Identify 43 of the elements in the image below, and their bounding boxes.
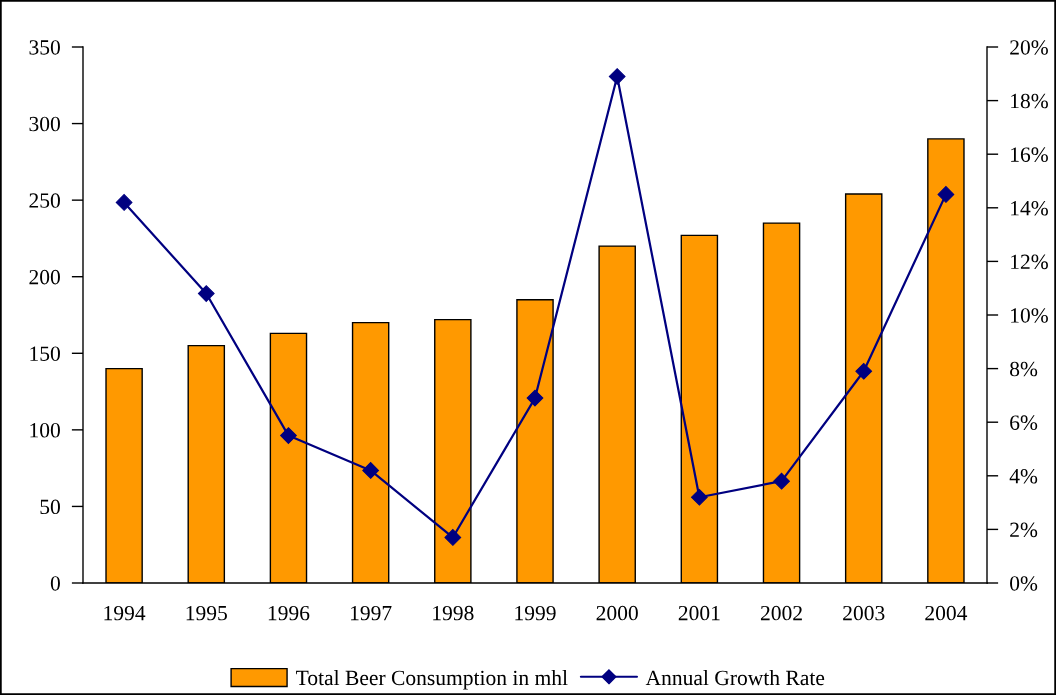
y2-tick-label: 12% xyxy=(1011,254,1048,270)
y-tick-label: 150 xyxy=(30,346,60,361)
y2-tick-label: 4% xyxy=(1009,468,1038,484)
x-tick-label: 1998 xyxy=(433,605,474,621)
y-tick-label: 50 xyxy=(40,499,60,515)
y2-tick-label: 16% xyxy=(1011,147,1048,162)
y-tick-label: 200 xyxy=(29,269,60,285)
y2-tick-label: 8% xyxy=(1010,361,1038,377)
x-tick-label: 2001 xyxy=(678,605,720,621)
x-tick-label: 1997 xyxy=(351,605,392,621)
point xyxy=(526,389,544,407)
point xyxy=(773,472,790,490)
x-tick-label: 1995 xyxy=(186,605,227,621)
y-tick-label: 300 xyxy=(29,116,60,132)
y2-tick-label: 18% xyxy=(1011,93,1048,109)
y-tick-label: 0 xyxy=(50,576,60,591)
point xyxy=(362,462,380,479)
y2-tick-label: 0% xyxy=(1010,576,1038,591)
point xyxy=(608,68,626,85)
y2-tick-label: 10% xyxy=(1011,308,1048,323)
point xyxy=(937,186,955,203)
legend-label: Total Beer Consumption in mhl xyxy=(296,670,568,690)
point xyxy=(690,488,708,506)
point xyxy=(444,529,462,546)
y2-tick-label: 6% xyxy=(1010,415,1038,430)
x-tick-label: 2002 xyxy=(760,605,802,621)
y2-tick-label: 20% xyxy=(1010,40,1048,55)
point xyxy=(855,362,873,380)
point xyxy=(280,427,297,444)
legend-label: Annual Growth Rate xyxy=(645,670,825,686)
point xyxy=(115,194,133,211)
x-tick-label: 2000 xyxy=(596,605,638,621)
y-tick-label: 100 xyxy=(30,423,60,438)
x-tick-label: 2003 xyxy=(843,605,885,621)
y2-tick-label: 2% xyxy=(1010,522,1038,538)
x-tick-label: 1999 xyxy=(515,605,556,621)
y2-tick-label: 14% xyxy=(1011,200,1048,216)
x-tick-label: 1994 xyxy=(104,605,146,621)
x-tick-label: 1996 xyxy=(268,605,310,621)
y-tick-label: 350 xyxy=(29,40,60,55)
y-tick-label: 250 xyxy=(29,193,60,208)
point xyxy=(197,285,215,302)
x-tick-label: 2004 xyxy=(925,605,968,621)
